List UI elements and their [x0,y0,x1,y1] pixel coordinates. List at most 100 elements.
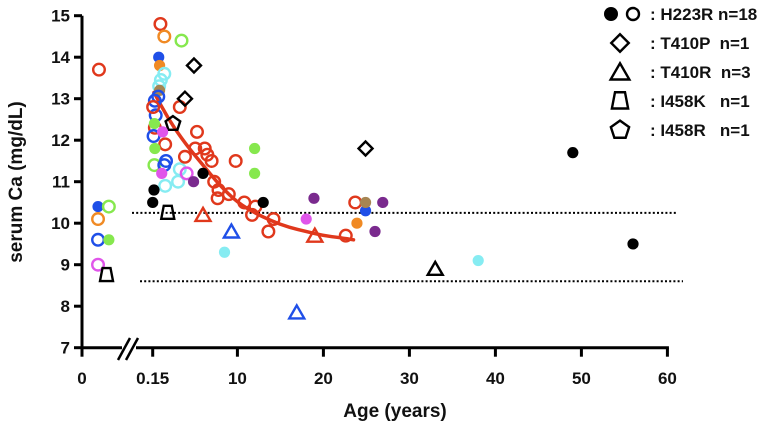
x-tick-label: 30 [400,369,419,388]
data-point-diamond [185,56,203,75]
data-point-diamond [176,90,194,108]
data-point-circle [266,212,281,227]
data-point-circle [189,124,204,139]
x-axis-label: Age (years) [343,401,447,422]
data-point-circle [187,176,200,188]
legend-trapezoid-icon [610,91,630,110]
data-point-circle [91,257,106,272]
data-point-circle [359,205,372,217]
data-point-circle [348,195,363,210]
data-point-circle [627,238,639,250]
data-point-circle [149,142,161,155]
y-tick-label: 12 [51,131,70,150]
data-point-diamond [356,139,375,158]
legend-open-circle-icon [625,6,641,22]
data-point-circle [245,207,260,222]
data-point-circle [91,62,106,77]
y-tick-label: 7 [61,339,70,358]
data-point-circle [338,228,353,243]
data-point-trapezoid [98,266,115,283]
data-point-circle [472,254,484,267]
data-point-circle [179,166,194,181]
x-tick-label: 20 [314,369,333,388]
data-point-circle [218,246,231,258]
reference-lines [132,211,683,283]
data-point-circle [567,147,579,159]
y-tick-label: 15 [51,7,70,26]
legend-label: : T410R n=3 [650,63,751,82]
x-tick-label: 40 [486,369,505,388]
data-point-circle [101,199,116,214]
data-point-circle [148,184,160,196]
data-point-circle [174,33,189,48]
data-point-circle [91,232,106,247]
x-tick-label: 60 [658,369,677,388]
data-point-circle [249,167,261,179]
data-point-circle [158,178,173,193]
data-point-circle [257,196,269,209]
data-point-circle [146,99,161,114]
data-point-triangle [305,226,325,243]
data-point-circle [153,17,168,32]
x-tick-label: 0.15 [136,369,169,388]
legend-diamond-icon [609,32,631,54]
data-point-pentagon [164,114,182,132]
data-point-circle [92,201,104,213]
data-point-circle [157,29,172,44]
y-tick-label: 11 [52,173,70,192]
x-tick-label: 50 [572,369,591,388]
axis-break-mark [124,337,140,361]
data-point-circle [210,191,225,206]
data-point-circle [153,51,165,63]
data-point-circle [308,192,320,204]
data-point-circle [188,141,203,156]
y-tick-label: 9 [61,256,70,275]
data-point-circle [197,167,209,179]
data-point-circle [197,141,212,156]
data-point-triangle [425,259,445,277]
data-point-circle [148,118,161,130]
legend-filled-circle-icon [604,7,618,21]
legend-label: : T410P n=1 [650,34,749,53]
data-point-circle [91,212,106,227]
y-tick-label: 10 [51,214,70,233]
data-point-circle [359,196,372,209]
legend-triangle-icon [608,60,632,81]
legend-label: : I458R n=1 [650,121,750,140]
data-point-trapezoid [159,204,176,221]
legend-label: : I458K n=1 [650,92,750,111]
x-tick-label: 10 [228,369,247,388]
data-point-circle [221,187,236,202]
legend-pentagon-icon [609,119,631,139]
data-point-circle [177,149,192,164]
data-point-circle [158,137,173,152]
y-tick-label: 8 [61,297,70,316]
data-point-circle [261,224,276,239]
data-point-circle [156,126,169,138]
legend-label: : H223R n=18 [650,5,757,24]
axis-break-mark [116,337,132,361]
data-point-circle [171,174,186,189]
data-points [91,17,639,320]
data-point-triangle [193,205,213,223]
data-point-circle [228,153,243,168]
x-tick-label: 0 [77,369,86,388]
data-point-circle [351,217,363,229]
data-point-circle [156,167,168,179]
data-point-circle [103,234,115,246]
y-axis-label: serum Ca (mg/dL) [6,101,27,263]
y-tick-label: 14 [51,48,70,67]
data-point-circle [377,196,389,209]
data-point-circle [249,142,261,155]
data-point-circle [300,213,312,225]
data-point-circle [204,153,219,168]
data-point-triangle [221,222,241,239]
axes: 7 8 9 10 11 12 13 14 15 0 0.15 10 20 30 40 50 60 [51,7,677,388]
data-point-circle [147,158,162,173]
data-point-circle [369,225,381,238]
y-tick-label: 13 [51,90,70,109]
legend: : H223R n=18 : T410P n=1 : T410R n=3 : I458… [604,5,757,140]
data-point-circle [147,196,159,209]
data-point-triangle [287,303,307,320]
